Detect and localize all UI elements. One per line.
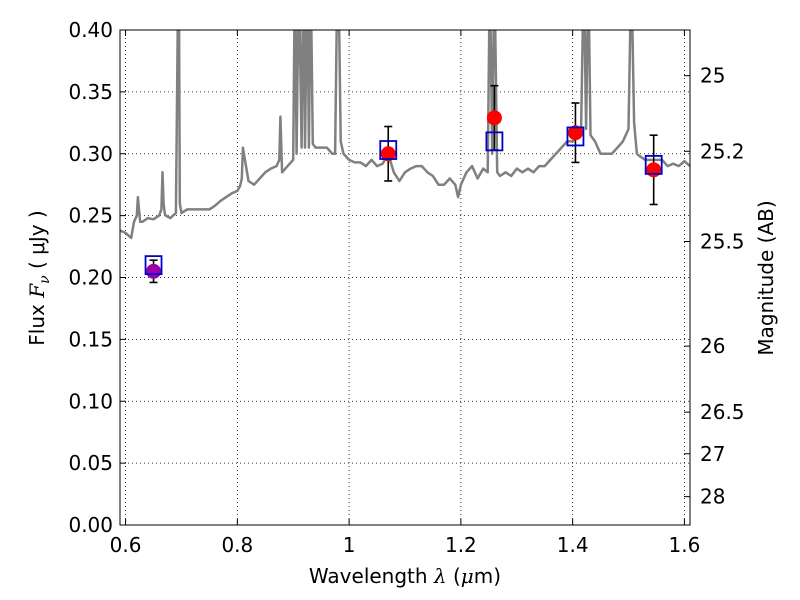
synthetic-point <box>485 131 504 152</box>
y-tick-label: 0.25 <box>68 204 113 228</box>
synthetic-point <box>144 255 163 276</box>
x-tick-label: 1.6 <box>669 533 701 557</box>
observed-point <box>380 146 396 162</box>
x-axis-label: Wavelength λ (μm) <box>309 564 501 588</box>
x-tick-label: 1 <box>343 533 356 557</box>
x-tick-label: 1.2 <box>445 533 477 557</box>
y2-tick-label: 26.5 <box>700 400 745 424</box>
y2-tick-label: 28 <box>700 485 725 509</box>
y-tick-label: 0.15 <box>68 327 113 351</box>
y2-tick-label: 25.5 <box>700 230 745 254</box>
observed-point <box>567 125 583 141</box>
y2-tick-label: 25 <box>700 64 725 88</box>
y-tick-label: 0.40 <box>68 18 113 42</box>
photometry-points-layer <box>144 84 663 284</box>
y2-tick-label: 26 <box>700 334 725 358</box>
synthetic-point <box>379 140 398 160</box>
y-tick-label: 0.05 <box>68 451 113 475</box>
y-tick-label: 0.30 <box>68 142 113 166</box>
observed-point <box>646 162 662 178</box>
y-tick-label: 0.20 <box>68 266 113 290</box>
x-tick-label: 1.4 <box>557 533 589 557</box>
model-spectrum-layer <box>120 30 690 240</box>
y2-axis-label: Magnitude (AB) <box>754 200 778 355</box>
ticks: 0.6 0.8 1 1.2 1.4 1.6 0.00 0.05 0.10 0.15 0.20 0.25… <box>68 18 744 557</box>
model-spectrum-line <box>120 30 690 240</box>
x-tick-label: 0.6 <box>110 533 142 557</box>
y-tick-label: 0.10 <box>68 389 113 413</box>
synthetic-point <box>566 126 585 147</box>
observed-point <box>486 110 502 126</box>
y-axis-label: Flux Fν ( μJy ) <box>25 210 53 345</box>
y2-tick-label: 25.2 <box>700 139 745 163</box>
y-tick-label: 0.35 <box>68 80 113 104</box>
y2-tick-label: 27 <box>700 442 725 466</box>
x-tick-label: 0.8 <box>221 533 253 557</box>
synthetic-point <box>644 154 663 175</box>
observed-point <box>146 263 162 279</box>
y-tick-label: 0.00 <box>68 513 113 537</box>
